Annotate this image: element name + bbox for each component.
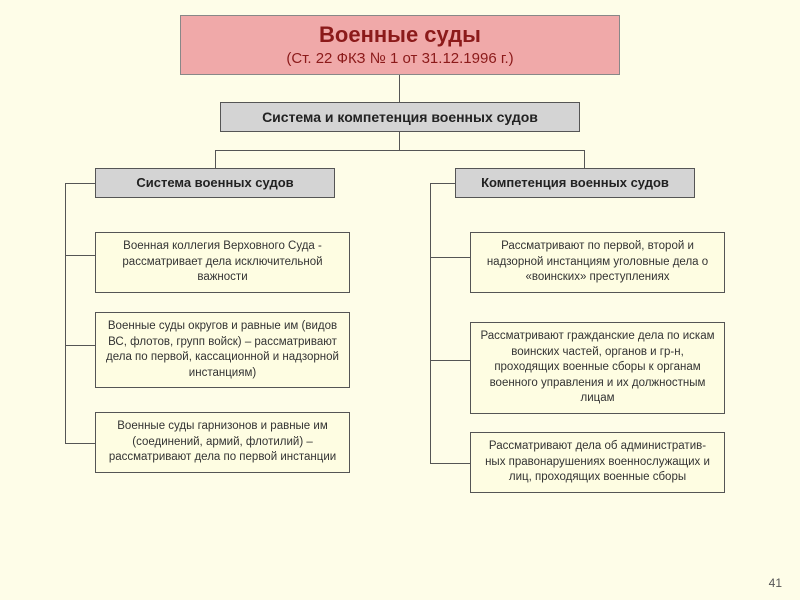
right-branch-header: Компетенция военных судов [455, 168, 695, 198]
page-number: 41 [769, 576, 782, 590]
conn [430, 463, 470, 464]
title-box: Военные суды (Ст. 22 ФКЗ № 1 от 31.12.19… [180, 15, 620, 75]
leaf-right-2: Рассматривают гражданские дела по искам … [470, 322, 725, 414]
conn [215, 150, 585, 151]
conn [430, 257, 470, 258]
conn [215, 150, 216, 168]
title-sub: (Ст. 22 ФКЗ № 1 от 31.12.1996 г.) [181, 50, 619, 67]
conn [399, 75, 400, 102]
conn [65, 345, 95, 346]
leaf-left-3: Военные суды гарнизонов и равные им (сое… [95, 412, 350, 473]
conn [430, 360, 470, 361]
conn [399, 132, 400, 150]
conn [65, 183, 66, 443]
leaf-right-3: Рассматривают дела об административ-ных … [470, 432, 725, 493]
title-main: Военные суды [181, 22, 619, 48]
conn [65, 443, 95, 444]
conn [584, 150, 585, 168]
conn [65, 183, 95, 184]
conn [65, 255, 95, 256]
leaf-left-2: Военные суды округов и равные им (видов … [95, 312, 350, 388]
conn [430, 183, 455, 184]
conn [430, 183, 431, 463]
left-branch-header: Система военных судов [95, 168, 335, 198]
header-box: Система и компетенция военных судов [220, 102, 580, 132]
leaf-left-1: Военная коллегия Верховного Суда - рассм… [95, 232, 350, 293]
leaf-right-1: Рассматривают по первой, второй и надзор… [470, 232, 725, 293]
